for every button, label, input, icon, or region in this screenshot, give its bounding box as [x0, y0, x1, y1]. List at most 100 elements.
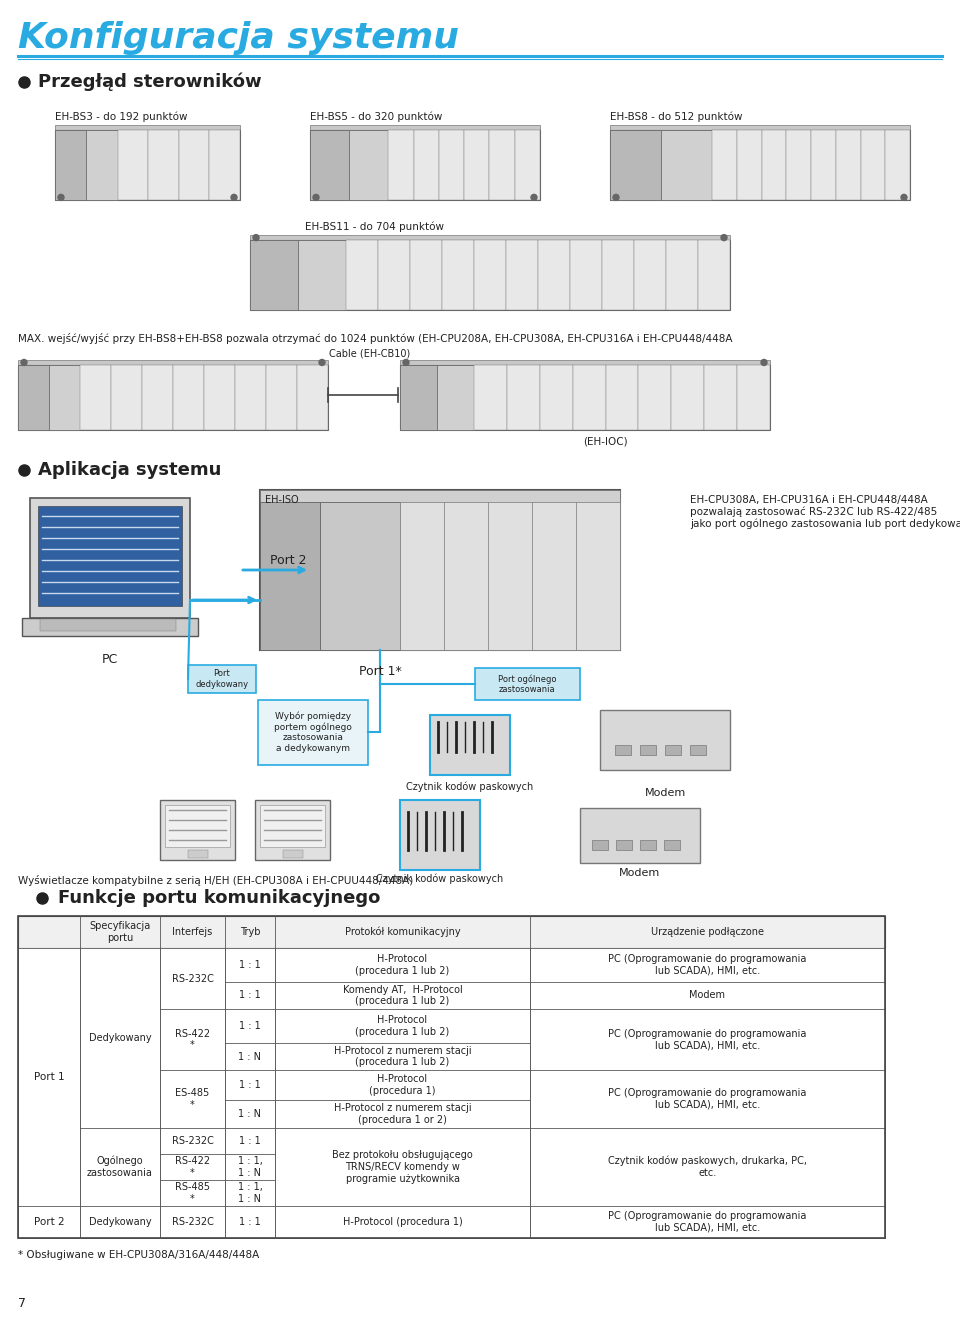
Text: EH-BS3 - do 192 punktów: EH-BS3 - do 192 punktów — [55, 111, 187, 122]
Bar — [160, 1154, 225, 1180]
Bar — [18, 1070, 885, 1101]
Bar — [275, 1101, 530, 1128]
Bar — [160, 1180, 225, 1207]
Bar — [225, 1207, 275, 1238]
Bar — [610, 130, 910, 200]
Bar — [188, 850, 208, 858]
Circle shape — [721, 235, 727, 240]
Bar — [490, 130, 515, 200]
Bar — [160, 1070, 225, 1128]
Text: RS-232C: RS-232C — [172, 973, 213, 984]
Text: Port 2: Port 2 — [270, 553, 306, 566]
Bar — [378, 240, 410, 310]
Bar — [275, 948, 530, 983]
Text: 1 : N: 1 : N — [238, 1109, 261, 1119]
Bar — [250, 240, 730, 310]
Bar — [310, 130, 540, 200]
Bar — [18, 1207, 80, 1238]
Bar — [310, 130, 349, 200]
Bar — [111, 365, 142, 430]
Bar — [179, 130, 209, 200]
Text: * Obsługiwane w EH-CPU308A/316A/448/448A: * Obsługiwane w EH-CPU308A/316A/448/448A — [18, 1250, 259, 1260]
Circle shape — [901, 195, 907, 200]
Bar — [400, 359, 770, 365]
Text: EH-CPU308A, EH-CPU316A i EH-CPU448/448A
pozwalają zastosować RS-232C lub RS-422/: EH-CPU308A, EH-CPU316A i EH-CPU448/448A … — [690, 495, 960, 529]
Text: Modem: Modem — [619, 869, 660, 878]
Bar — [737, 365, 770, 430]
Bar — [188, 666, 256, 693]
Text: Port ogólnego
zastosowania: Port ogólnego zastosowania — [497, 674, 556, 693]
Text: H-Protocol
(procedura 1 lub 2): H-Protocol (procedura 1 lub 2) — [355, 1016, 449, 1037]
Text: RS-422
*: RS-422 * — [175, 1029, 210, 1050]
Text: PC (Oprogramowanie do programowania
lub SCADA), HMI, etc.: PC (Oprogramowanie do programowania lub … — [609, 955, 806, 976]
Text: Cable (EH-CB10): Cable (EH-CB10) — [329, 347, 411, 358]
Text: H-Protocol
(procedura 1): H-Protocol (procedura 1) — [370, 1074, 436, 1095]
Bar — [18, 359, 328, 365]
Text: 7: 7 — [18, 1297, 26, 1310]
Text: 1 : 1: 1 : 1 — [239, 1079, 261, 1090]
Bar — [149, 130, 179, 200]
Bar — [160, 1128, 225, 1154]
Bar — [260, 805, 325, 847]
Bar — [690, 745, 706, 754]
Bar — [30, 499, 190, 618]
Text: RS-232C: RS-232C — [172, 1136, 213, 1146]
Text: RS-422
*: RS-422 * — [175, 1156, 210, 1177]
Bar — [414, 130, 439, 200]
Bar — [18, 1154, 885, 1180]
Bar — [275, 1070, 530, 1101]
Bar — [474, 240, 506, 310]
Text: RS-232C: RS-232C — [172, 1217, 213, 1227]
Bar — [266, 365, 297, 430]
Text: 1 : 1: 1 : 1 — [239, 1021, 261, 1032]
Bar — [18, 1009, 885, 1044]
Circle shape — [21, 359, 27, 366]
Bar — [530, 1128, 885, 1207]
Bar — [530, 1207, 885, 1238]
Bar — [666, 240, 698, 310]
Bar — [836, 130, 860, 200]
Bar — [55, 130, 240, 200]
Bar — [275, 983, 530, 1009]
Bar — [225, 1180, 275, 1207]
Bar — [250, 235, 730, 240]
Text: EH-ISO: EH-ISO — [265, 495, 299, 505]
Bar — [18, 1044, 885, 1070]
Circle shape — [403, 359, 409, 366]
Text: Specyfikacja
portu: Specyfikacja portu — [89, 922, 151, 943]
Bar — [592, 839, 608, 850]
Bar — [160, 948, 225, 1009]
Bar — [204, 365, 235, 430]
Circle shape — [58, 195, 64, 200]
Circle shape — [613, 195, 619, 200]
Bar — [18, 1128, 885, 1154]
Circle shape — [319, 359, 325, 366]
Bar — [610, 125, 910, 130]
Bar — [736, 130, 761, 200]
Text: Modem: Modem — [689, 991, 726, 1001]
Bar — [400, 503, 444, 650]
Text: PC: PC — [102, 652, 118, 666]
Text: Port
dedykowany: Port dedykowany — [196, 670, 249, 688]
Text: Urządzenie podłączone: Urządzenie podłączone — [651, 927, 764, 937]
Bar — [786, 130, 811, 200]
Bar — [260, 503, 320, 650]
Bar — [475, 668, 580, 700]
Text: Bez protokołu obsługującego
TRNS/RECV komendy w
programie użytkownika: Bez protokołu obsługującego TRNS/RECV ko… — [332, 1151, 473, 1184]
Bar — [80, 948, 160, 1128]
Bar — [260, 491, 620, 650]
Text: H-Protocol (procedura 1): H-Protocol (procedura 1) — [343, 1217, 463, 1227]
Bar — [255, 800, 330, 861]
Bar — [388, 130, 414, 200]
Bar — [250, 240, 298, 310]
Bar — [538, 240, 570, 310]
Text: Wybór pomiędzy
portem ogólnego
zastosowania
a dedykowanym: Wybór pomiędzy portem ogólnego zastosowa… — [274, 711, 352, 753]
Bar — [22, 618, 198, 636]
Bar — [18, 365, 328, 430]
Text: 1 : 1,
1 : N: 1 : 1, 1 : N — [237, 1183, 262, 1204]
Bar — [530, 983, 885, 1009]
Bar — [225, 1009, 275, 1044]
Text: EH-BS8 - do 512 punktów: EH-BS8 - do 512 punktów — [610, 111, 742, 122]
Bar — [18, 1180, 885, 1207]
Bar — [209, 130, 240, 200]
